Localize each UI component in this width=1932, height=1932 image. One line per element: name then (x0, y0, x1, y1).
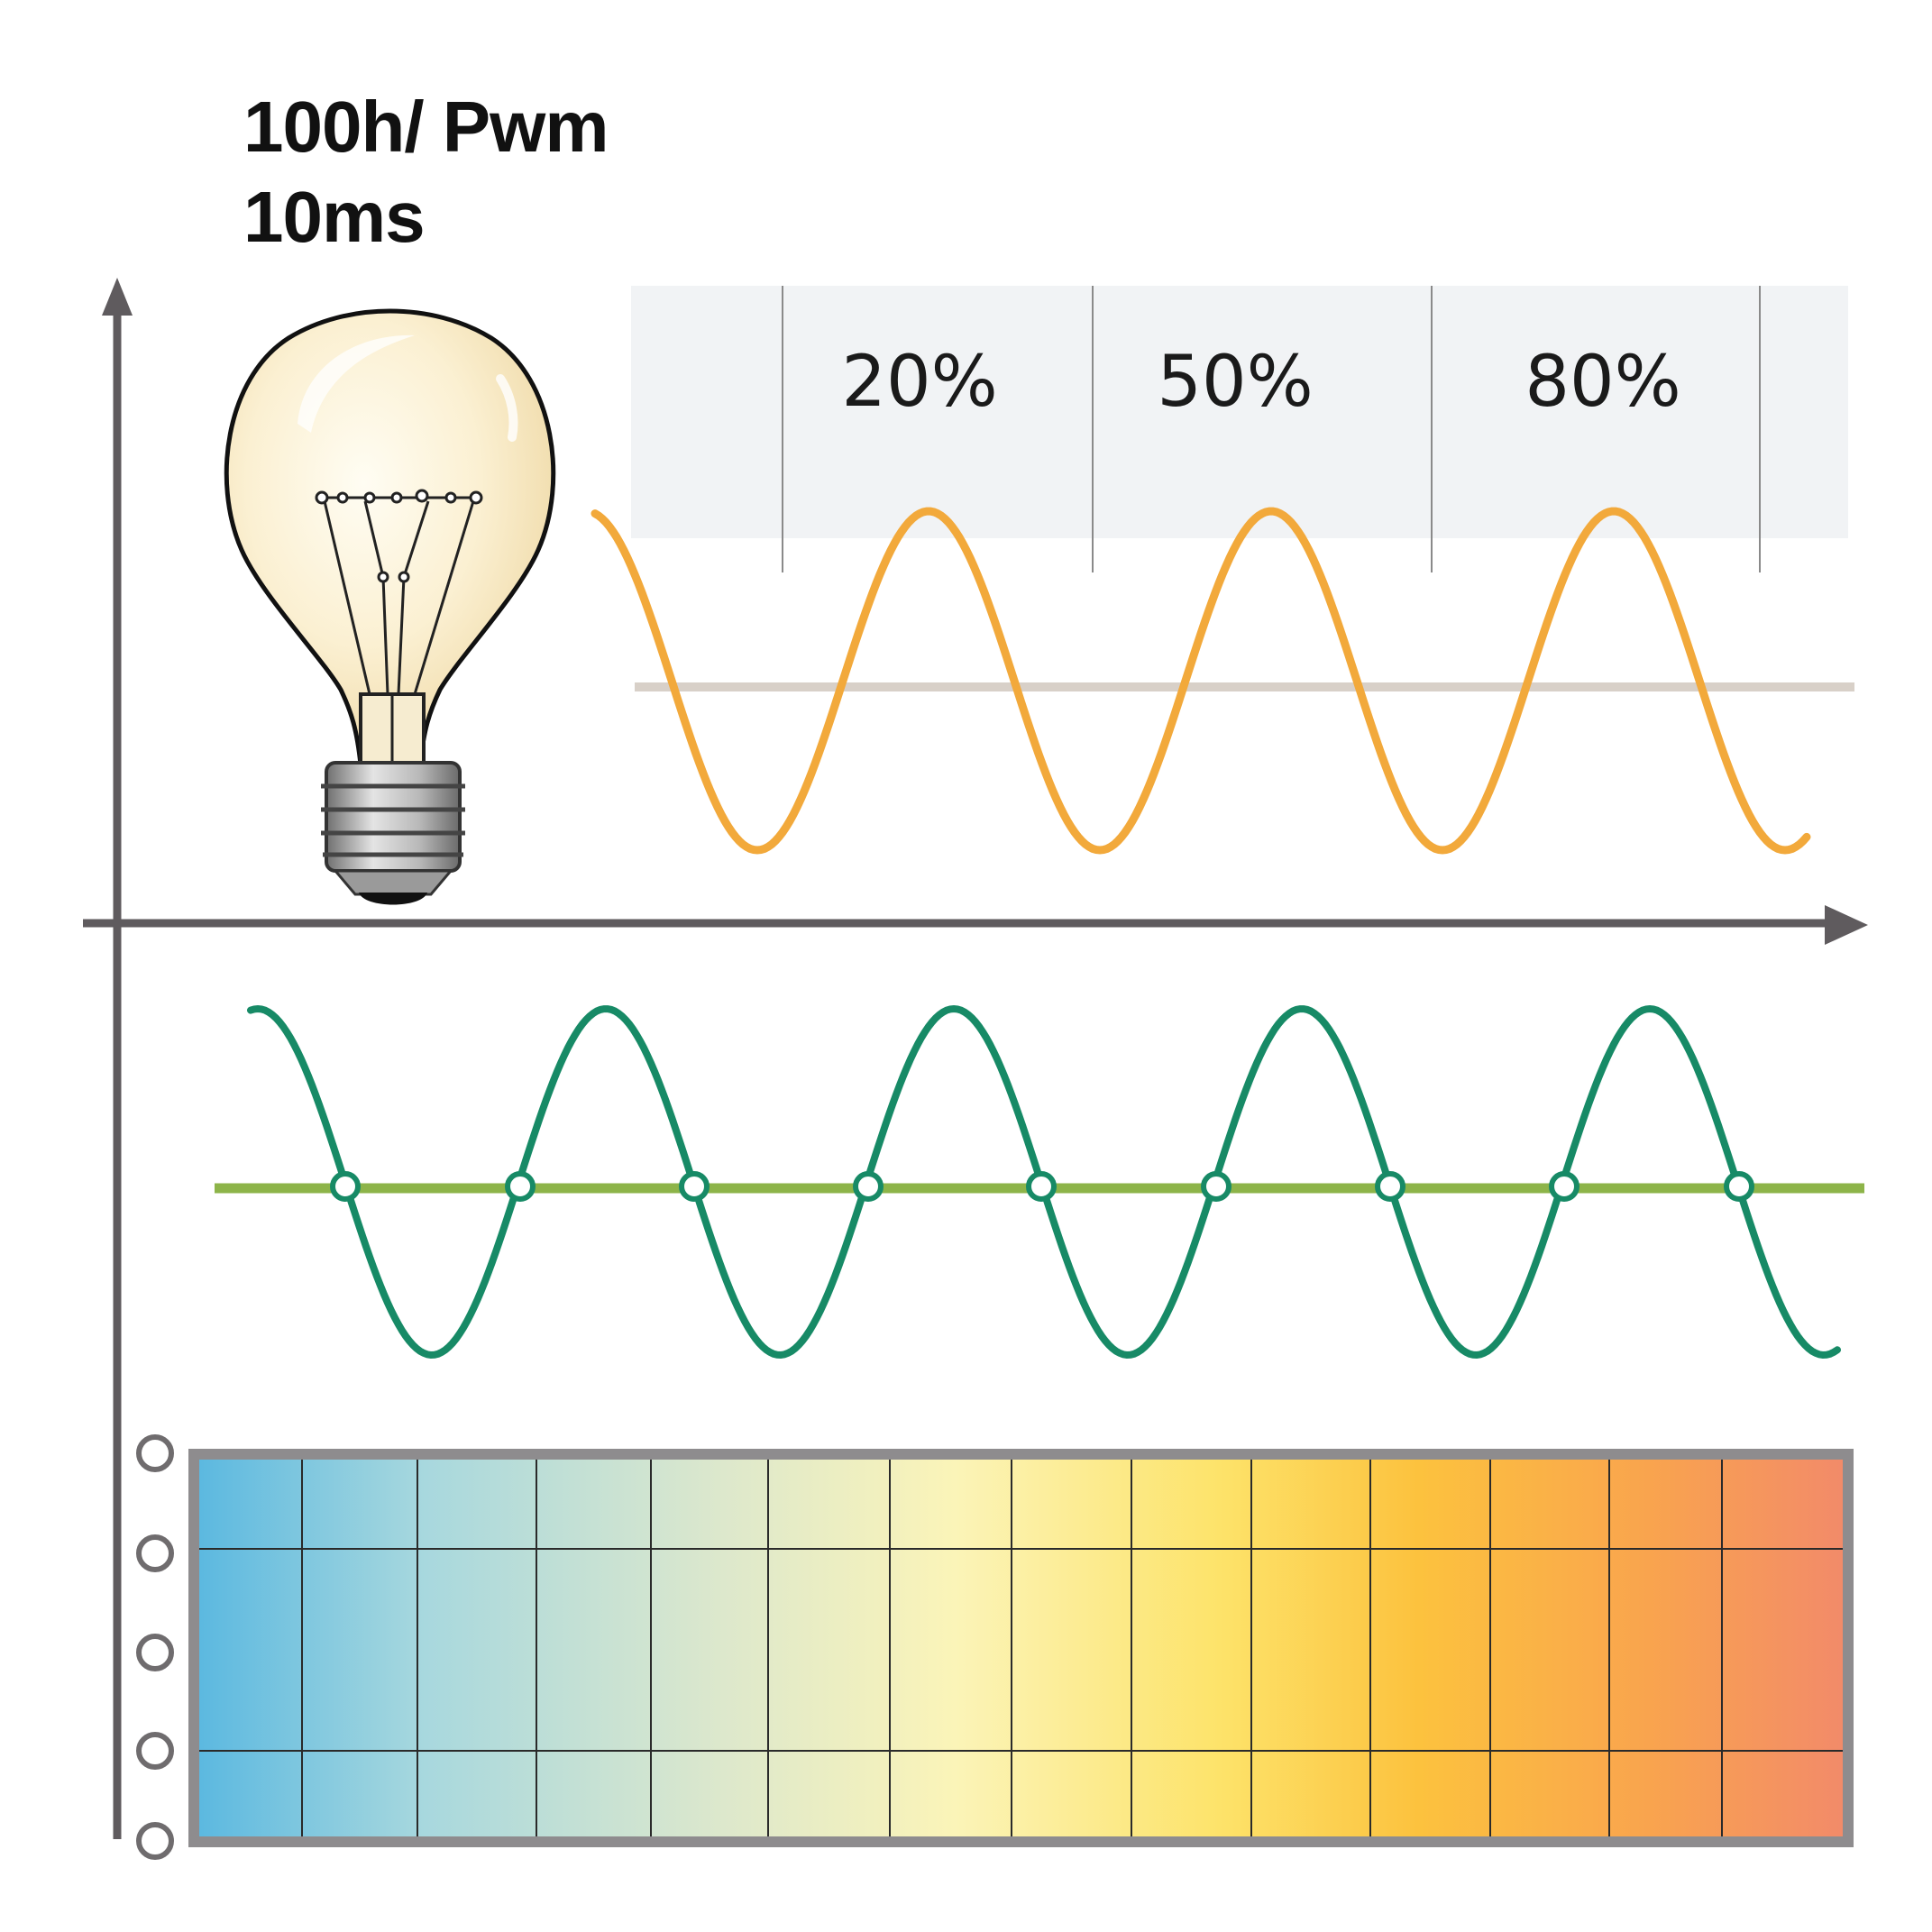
bulb-highlight (298, 334, 415, 433)
y-axis-arrow (102, 278, 133, 316)
crossing-marker-1 (330, 1171, 361, 1202)
duty-panel-background (631, 286, 1848, 538)
gradient-grid-frame (188, 1449, 1854, 1847)
axes (83, 278, 1868, 1839)
side-marker-1 (136, 1434, 174, 1472)
bulb-filament (315, 489, 483, 695)
side-marker-4 (136, 1732, 174, 1770)
orange-light-wave (591, 507, 1811, 855)
crossing-marker-2 (505, 1171, 536, 1202)
title-frequency: 100h/ Pwm (243, 87, 609, 167)
crossing-marker-8 (1549, 1171, 1579, 1202)
duty-label-80: 80% (1525, 342, 1680, 423)
crossing-marker-6 (1201, 1171, 1232, 1202)
bulb-reflection (496, 374, 518, 442)
color-gradient-grid (188, 1449, 1854, 1847)
side-marker-3 (136, 1634, 174, 1671)
duty-label-50: 50% (1157, 342, 1313, 423)
side-marker-5 (136, 1822, 174, 1860)
title-period: 10ms (243, 177, 426, 257)
bulb-base-threads (321, 783, 465, 857)
grid-side-markers (136, 1434, 174, 1860)
light-bulb-icon (224, 308, 556, 905)
crossing-marker-4 (853, 1171, 884, 1202)
crossing-marker-5 (1026, 1171, 1057, 1202)
gradient-fill (194, 1454, 1848, 1842)
green-crossing-markers (330, 1171, 1754, 1202)
bulb-tip (359, 893, 427, 905)
side-marker-2 (136, 1534, 174, 1572)
crossing-marker-3 (679, 1171, 710, 1202)
duty-label-20: 20% (841, 342, 997, 423)
crossing-marker-9 (1724, 1171, 1754, 1202)
x-axis-arrow (1825, 905, 1868, 945)
duty-cycle-panel: 20% 50% 80% (631, 286, 1848, 572)
crossing-marker-7 (1375, 1171, 1406, 1202)
